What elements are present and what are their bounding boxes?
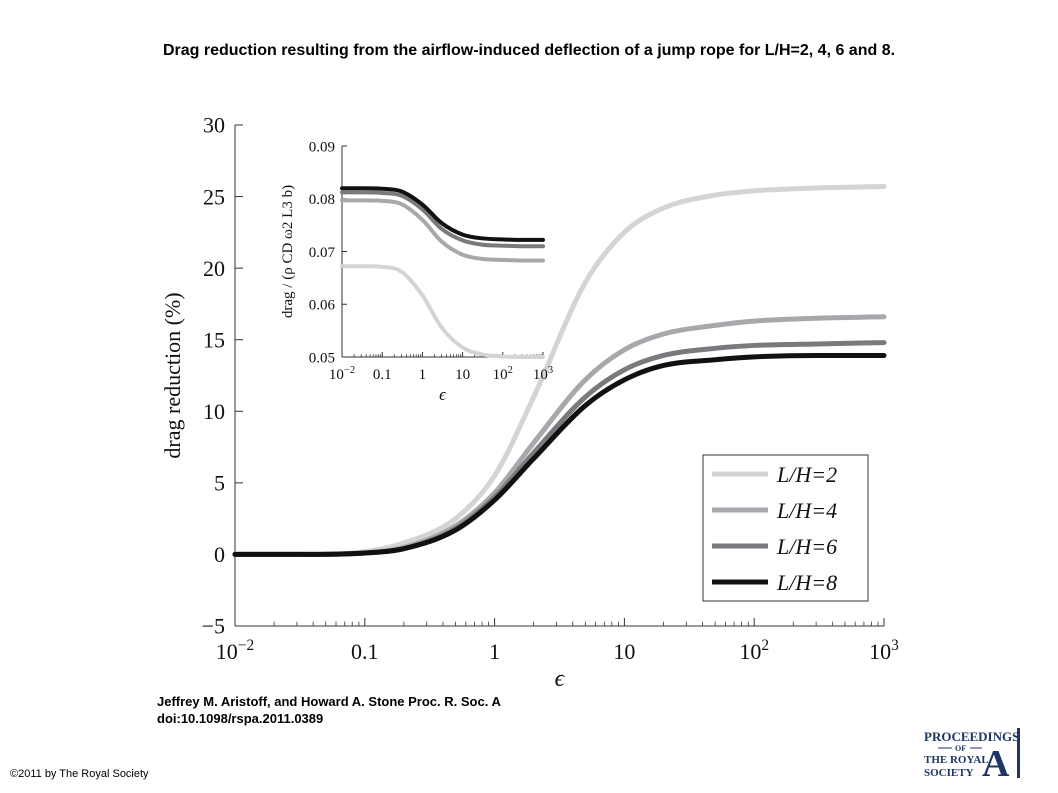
main-y-tick-label: 30 — [203, 113, 225, 138]
inset-series-lh=2 — [340, 264, 545, 359]
slide-title: Drag reduction resulting from the airflo… — [162, 42, 896, 59]
legend-box — [702, 454, 869, 602]
main-y-tick-label: 25 — [203, 184, 225, 209]
logo-bar — [1017, 728, 1020, 778]
inset-y-tick-label: 0.08 — [309, 192, 335, 208]
inset-series-lh=8 — [340, 186, 545, 242]
legend-label: L/H=4 — [776, 498, 837, 523]
inset-series-lh=6 — [340, 190, 545, 249]
inset-x-tick-label: 103 — [533, 365, 553, 383]
main-x-axis-label: ϵ — [555, 666, 566, 692]
copyright: ©2011 by The Royal Society — [10, 768, 149, 780]
journal-logo: PROCEEDINGS OF THE ROYAL SOCIETY A — [924, 728, 1020, 781]
inset-x-tick-label: 10 — [455, 367, 470, 383]
citation-doi: doi:10.1098/rspa.2011.0389 — [157, 711, 324, 726]
main-x-tick-label: 1 — [489, 639, 500, 664]
citation: Jeffrey M. Aristoff, and Howard A. Stone… — [157, 693, 501, 727]
inset-series-lh=4 — [340, 198, 545, 263]
legend-label: L/H=6 — [776, 534, 837, 559]
main-y-axis-label: drag reduction (%) — [160, 292, 185, 458]
logo-line-2: OF — [955, 744, 966, 753]
main-x-tick-label: 102 — [739, 637, 769, 664]
citation-authors: Jeffrey M. Aristoff, and Howard A. Stone… — [157, 694, 501, 709]
main-y-tick-label: 0 — [214, 542, 225, 567]
logo-line-1: PROCEEDINGS — [924, 729, 1019, 744]
logo-line-3: THE ROYAL — [924, 754, 989, 766]
inset-x-tick-label: 0.1 — [373, 367, 392, 383]
inset-x-tick-label: 1 — [419, 367, 427, 383]
inset-y-tick-label: 0.07 — [309, 245, 336, 261]
inset-y-axis-label: drag / (ρ CD ω2 L3 b) — [280, 185, 296, 318]
inset-y-tick-label: 0.05 — [309, 350, 335, 366]
legend-label: L/H=8 — [776, 570, 837, 595]
main-x-tick-label: 10 — [613, 639, 635, 664]
main-x-tick-label: 103 — [869, 637, 899, 664]
logo-letter: A — [982, 743, 1010, 781]
inset-chart: 0.05 0.06 0.07 0.08 0.09 10−2 0.1 1 10 102 103 ϵ dra… — [280, 139, 553, 404]
main-y-tick-label: −5 — [202, 614, 225, 639]
main-y-tick-label: 15 — [203, 327, 225, 352]
inset-x-tick-label: 102 — [493, 365, 513, 383]
main-y-tick-label: 20 — [203, 256, 225, 281]
legend-label: L/H=2 — [776, 462, 837, 487]
main-x-tick-label: 0.1 — [351, 639, 379, 664]
inset-x-tick-label: 10−2 — [329, 365, 355, 383]
main-y-tick-label: 10 — [203, 399, 225, 424]
main-series-lh=8 — [232, 352, 887, 557]
main-x-tick-label: 10−2 — [216, 637, 254, 664]
logo-line-4: SOCIETY — [924, 767, 974, 779]
inset-y-tick-label: 0.06 — [309, 298, 336, 314]
legend: L/H=2 L/H=4 L/H=6 L/H=8 — [702, 454, 869, 602]
inset-y-tick-label: 0.09 — [309, 139, 335, 155]
main-chart: −5 0 5 10 15 20 25 30 10−2 0.1 1 10 102 103 ϵ drag redu… — [160, 113, 899, 692]
inset-x-axis-label: ϵ — [439, 385, 447, 404]
main-y-tick-label: 5 — [214, 471, 225, 496]
